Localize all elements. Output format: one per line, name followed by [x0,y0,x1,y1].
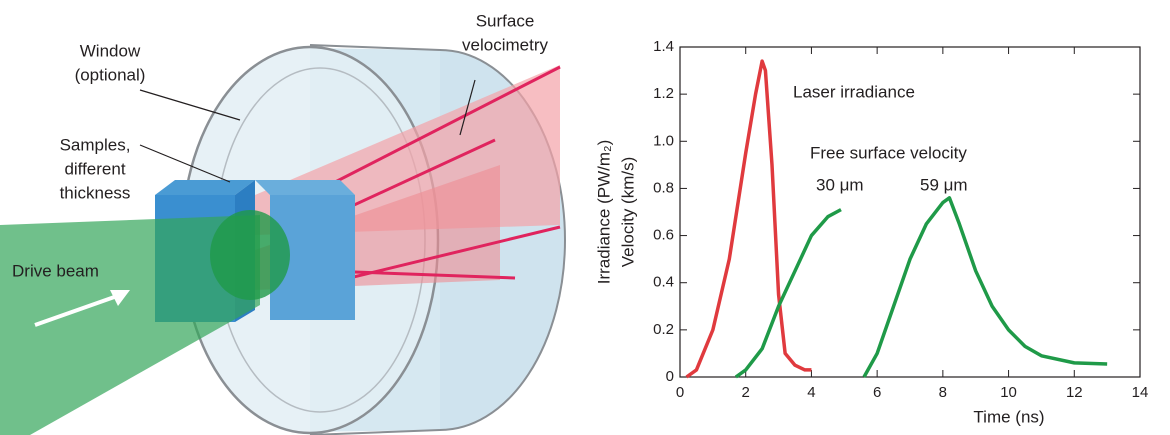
series-line [734,208,842,379]
series-line [685,59,812,379]
series-label: 59 μm [920,175,968,194]
label: velocimetry [462,35,548,54]
series-label: 30 μm [816,175,864,194]
x-tick-label: 14 [1132,384,1149,401]
sample-top [255,180,355,195]
y-tick-label: 0.2 [653,321,674,338]
label: (optional) [75,65,146,84]
window-edge [309,429,441,435]
annotation: Free surface velocity [810,143,967,162]
x-tick-label: 6 [873,384,881,401]
y-tick-label: 0.6 [653,227,674,244]
x-tick-label: 10 [1000,384,1017,401]
pointer [139,89,241,121]
pointer [139,144,231,183]
y-tick-label: 1.0 [653,132,674,149]
y-tick-label: 1.4 [653,38,674,55]
label: thickness [60,183,131,202]
label: Drive beam [12,261,99,280]
beam-edge [299,65,561,202]
sample [270,195,355,320]
label: different [64,159,125,178]
drive-arrow [34,293,121,327]
y-tick-label: 1.2 [653,85,674,102]
label: Surface [476,11,535,30]
y-axis-title: Irradiance (PW/m₂) [594,140,613,285]
drive-arrowhead [110,290,130,306]
y-tick-label: 0 [666,368,674,385]
label: Window [80,41,141,60]
pointer [459,79,476,136]
series-label: Laser irradiance [793,82,915,101]
x-tick-label: 4 [807,384,815,401]
window-edge [309,44,441,51]
beam-spot [210,210,290,300]
y-tick-label: 0.4 [653,274,674,291]
series-line [862,196,1108,378]
x-tick-label: 12 [1066,384,1083,401]
x-axis-title: Time (ns) [973,407,1044,426]
plot-frame [679,46,1141,378]
diagram [0,44,566,435]
x-tick-label: 8 [939,384,947,401]
y-axis-title: Velocity (km/s) [618,157,637,268]
x-tick-label: 0 [676,384,684,401]
drive-beam [0,215,260,435]
sample-top [155,180,255,195]
chart: Time (ns) Irradiance (PW/m₂) Velocity (k… [594,38,1148,427]
diagram-labels: Surface velocimetry Window (optional) Sa… [12,11,548,280]
y-tick-label: 0.8 [653,179,674,196]
label: Samples, [60,135,131,154]
x-tick-label: 2 [742,384,750,401]
